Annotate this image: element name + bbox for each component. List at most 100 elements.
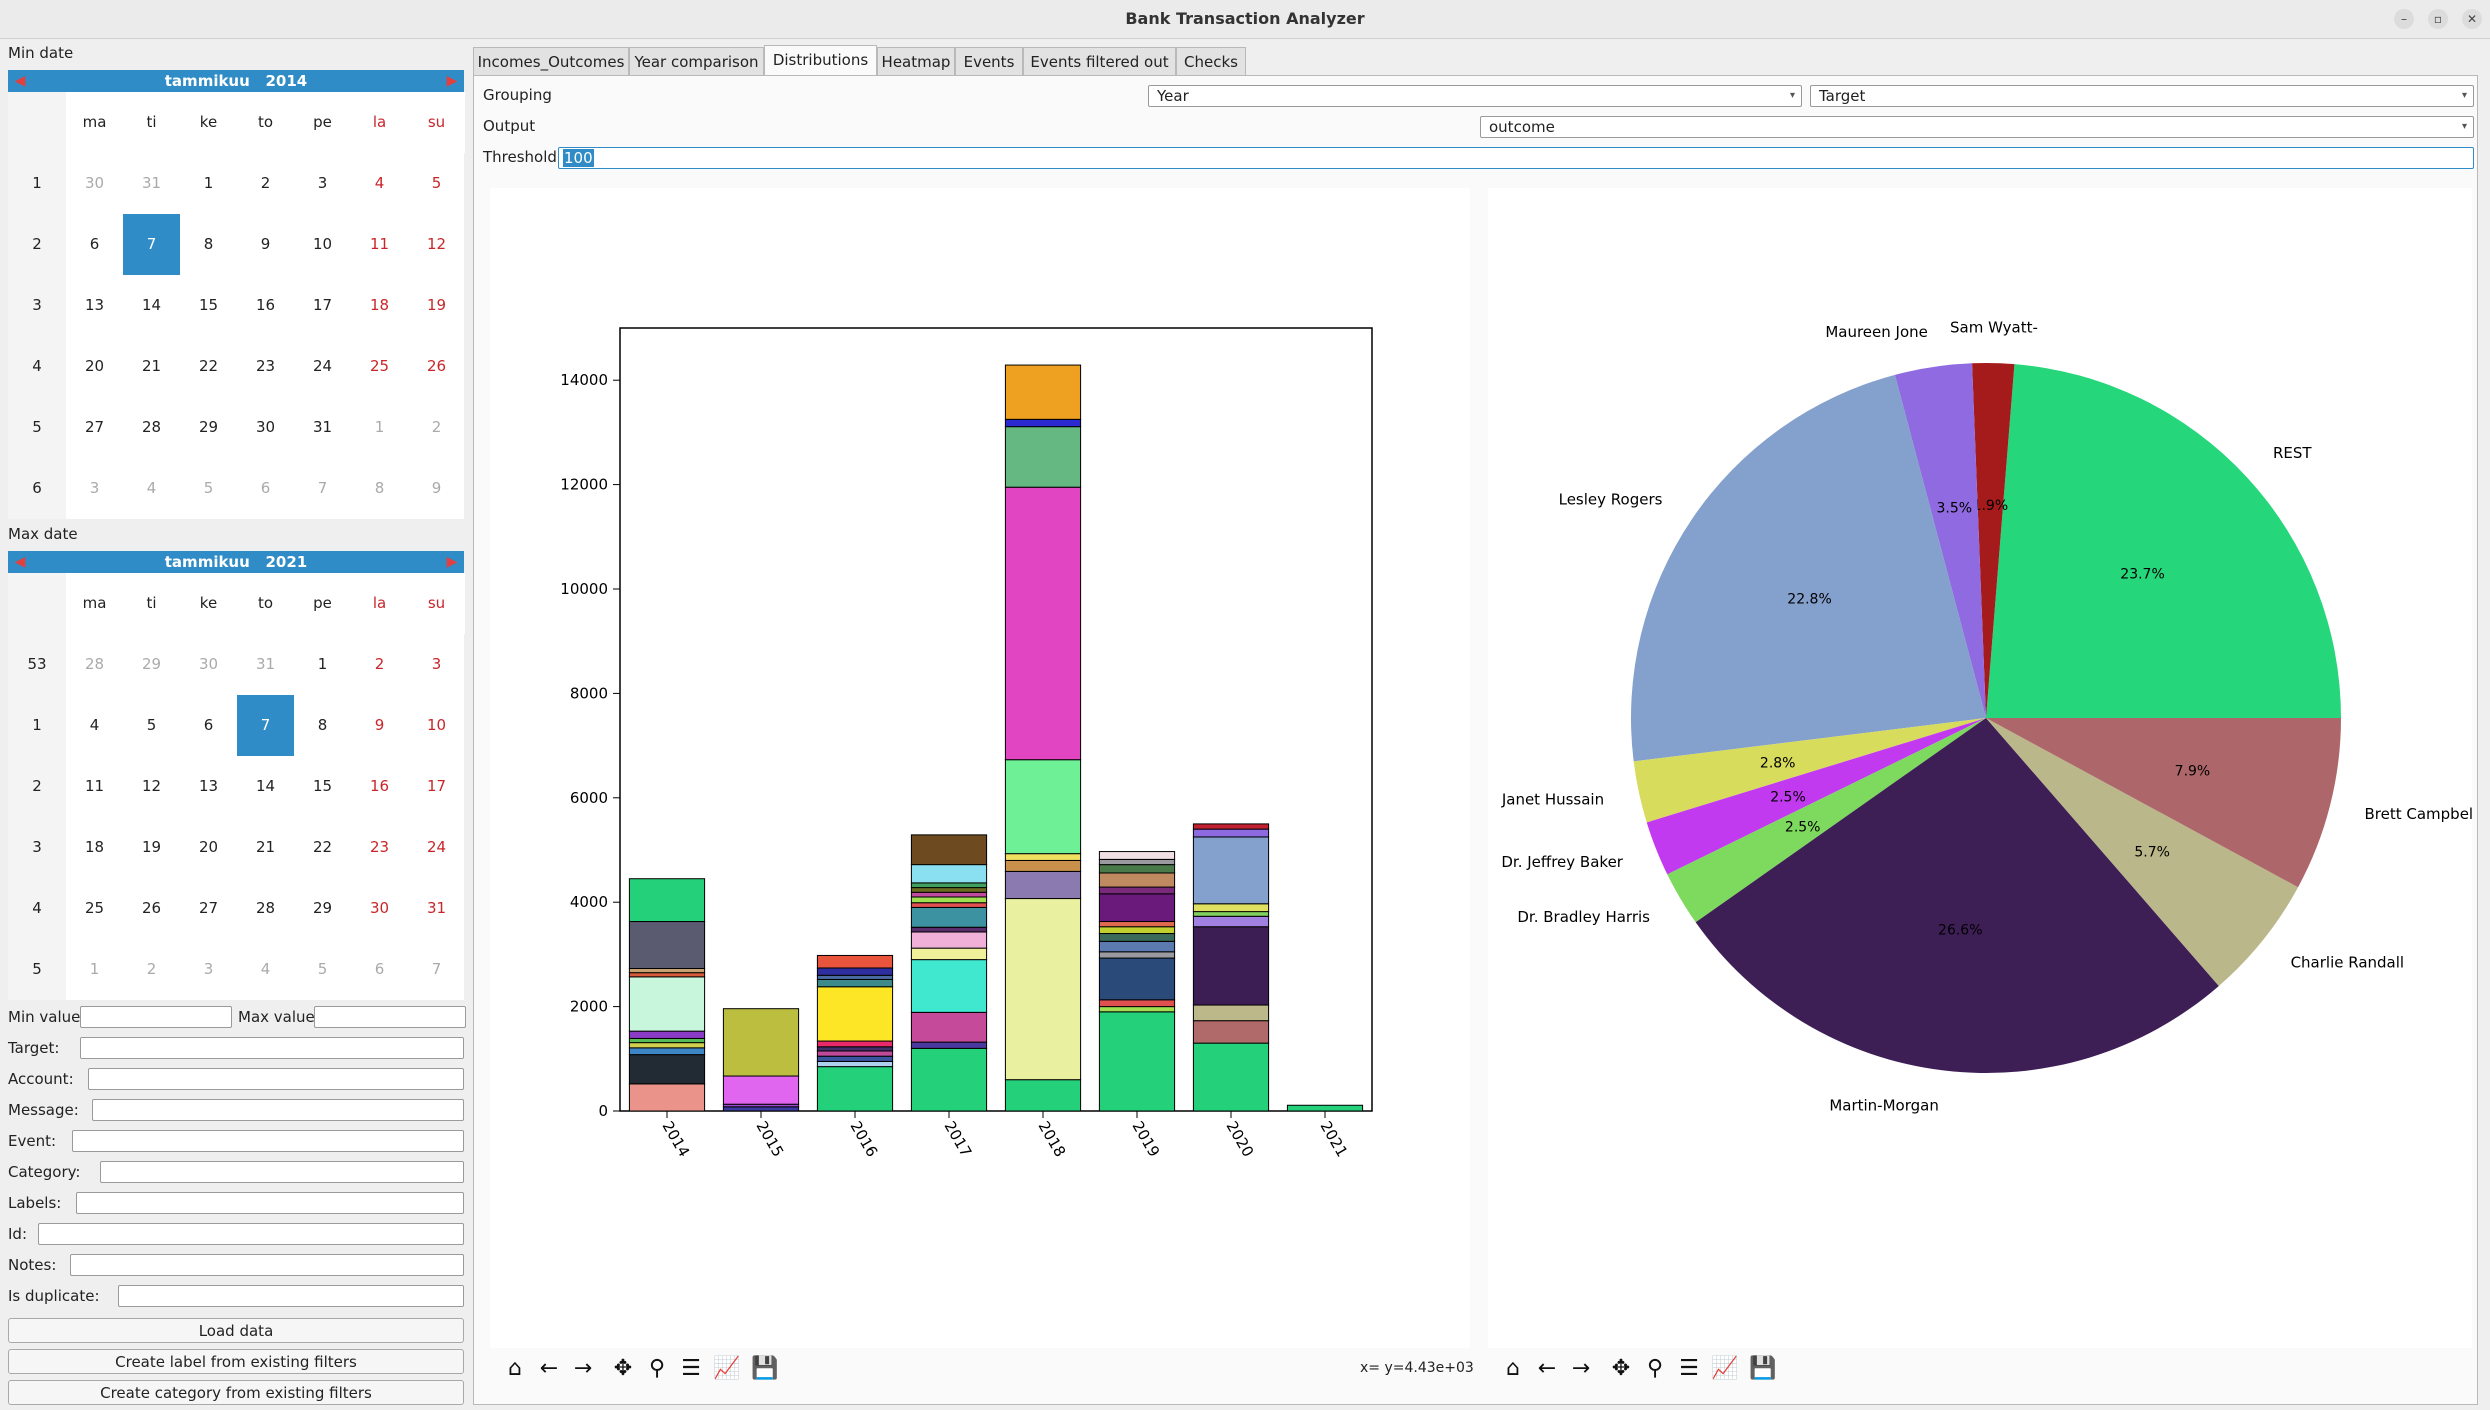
calendar-day[interactable]: 4 <box>146 479 157 497</box>
calendar-day[interactable]: 14 <box>255 777 276 795</box>
event-field[interactable] <box>72 1130 464 1152</box>
calendar-day[interactable]: 6 <box>203 716 214 734</box>
calendar-day[interactable]: 1 <box>317 655 328 673</box>
min-date-calendar[interactable]: ◀ tammikuu 2014 ▶ ma ti ke to pe la su 1 30 31 1 2 3 4 5 2… <box>8 70 465 519</box>
create-label-button[interactable]: Create label from existing filters <box>8 1349 464 1374</box>
calendar-day[interactable]: 5 <box>317 960 328 978</box>
calendar-day[interactable]: 20 <box>84 357 105 375</box>
tab-year-comparison[interactable]: Year comparison <box>629 47 764 75</box>
calendar-day[interactable]: 19 <box>141 838 162 856</box>
calendar-day[interactable]: 7 <box>237 695 294 756</box>
calendar-month-year[interactable]: tammikuu 2014 <box>8 70 464 92</box>
calendar-day[interactable]: 15 <box>198 296 219 314</box>
calendar-day[interactable]: 31 <box>312 418 333 436</box>
calendar-day[interactable]: 19 <box>426 296 447 314</box>
calendar-day[interactable]: 29 <box>141 655 162 673</box>
labels-field[interactable] <box>76 1192 464 1214</box>
calendar-day[interactable]: 24 <box>426 838 447 856</box>
create-category-button[interactable]: Create category from existing filters <box>8 1380 464 1405</box>
close-button[interactable]: ✕ <box>2462 9 2482 29</box>
calendar-day[interactable]: 28 <box>84 655 105 673</box>
calendar-day[interactable]: 7 <box>123 214 180 275</box>
calendar-day[interactable]: 2 <box>260 174 271 192</box>
calendar-day[interactable]: 6 <box>374 960 385 978</box>
calendar-day[interactable]: 30 <box>84 174 105 192</box>
calendar-day[interactable]: 30 <box>255 418 276 436</box>
minimize-button[interactable]: – <box>2394 9 2414 29</box>
calendar-day[interactable]: 3 <box>203 960 214 978</box>
calendar-day[interactable]: 12 <box>426 235 447 253</box>
calendar-day[interactable]: 5 <box>146 716 157 734</box>
configure-icon[interactable]: ☰ <box>681 1356 701 1381</box>
back-icon[interactable]: ← <box>539 1356 559 1381</box>
output-select[interactable]: outcome ▾ <box>1480 116 2474 138</box>
load-data-button[interactable]: Load data <box>8 1318 464 1343</box>
calendar-day[interactable]: 2 <box>146 960 157 978</box>
calendar-month-year[interactable]: tammikuu 2021 <box>8 551 464 573</box>
threshold-input[interactable]: 100 <box>558 147 2474 169</box>
calendar-day[interactable]: 1 <box>89 960 100 978</box>
calendar-day[interactable]: 21 <box>141 357 162 375</box>
calendar-day[interactable]: 2 <box>374 655 385 673</box>
calendar-day[interactable]: 5 <box>431 174 442 192</box>
zoom-icon[interactable]: ⚲ <box>1646 1356 1664 1381</box>
save-icon[interactable]: 💾 <box>751 1356 779 1381</box>
home-icon[interactable]: ⌂ <box>508 1356 522 1381</box>
prev-month-button[interactable]: ◀ <box>14 73 26 89</box>
calendar-month[interactable]: tammikuu <box>164 553 250 571</box>
calendar-day[interactable]: 22 <box>198 357 219 375</box>
calendar-day[interactable]: 18 <box>84 838 105 856</box>
message-field[interactable] <box>92 1099 464 1121</box>
maximize-button[interactable]: ▫ <box>2428 9 2448 29</box>
next-month-button[interactable]: ▶ <box>446 73 458 89</box>
calendar-day[interactable]: 27 <box>84 418 105 436</box>
pan-icon[interactable]: ✥ <box>613 1356 633 1381</box>
calendar-day[interactable]: 31 <box>426 899 447 917</box>
calendar-day[interactable]: 4 <box>89 716 100 734</box>
calendar-day[interactable]: 28 <box>255 899 276 917</box>
calendar-day[interactable]: 9 <box>374 716 385 734</box>
calendar-day[interactable]: 22 <box>312 838 333 856</box>
min-value-input[interactable] <box>80 1006 232 1028</box>
is-duplicate-field[interactable] <box>118 1285 464 1307</box>
calendar-day[interactable]: 11 <box>84 777 105 795</box>
calendar-day[interactable]: 4 <box>260 960 271 978</box>
calendar-day[interactable]: 18 <box>369 296 390 314</box>
calendar-day[interactable]: 1 <box>203 174 214 192</box>
calendar-day[interactable]: 10 <box>312 235 333 253</box>
calendar-day[interactable]: 4 <box>374 174 385 192</box>
target-select[interactable]: Target ▾ <box>1810 85 2474 107</box>
save-icon[interactable]: 💾 <box>1749 1356 1777 1381</box>
tab-distributions[interactable]: Distributions <box>764 45 877 75</box>
calendar-day[interactable]: 13 <box>198 777 219 795</box>
target-field[interactable] <box>80 1037 464 1059</box>
calendar-day[interactable]: 24 <box>312 357 333 375</box>
calendar-day[interactable]: 15 <box>312 777 333 795</box>
calendar-day[interactable]: 26 <box>426 357 447 375</box>
calendar-day[interactable]: 25 <box>369 357 390 375</box>
calendar-day[interactable]: 31 <box>255 655 276 673</box>
tab-heatmap[interactable]: Heatmap <box>877 47 955 75</box>
calendar-day[interactable]: 21 <box>255 838 276 856</box>
calendar-day[interactable]: 20 <box>198 838 219 856</box>
calendar-day[interactable]: 7 <box>431 960 442 978</box>
calendar-month[interactable]: tammikuu <box>164 72 250 90</box>
calendar-day[interactable]: 1 <box>374 418 385 436</box>
forward-icon[interactable]: → <box>573 1356 593 1381</box>
calendar-day[interactable]: 30 <box>369 899 390 917</box>
tab-incomes-outcomes[interactable]: Incomes_Outcomes <box>473 47 629 75</box>
calendar-day[interactable]: 12 <box>141 777 162 795</box>
calendar-day[interactable]: 5 <box>203 479 214 497</box>
calendar-day[interactable]: 14 <box>141 296 162 314</box>
next-month-button[interactable]: ▶ <box>446 554 458 570</box>
tab-events-filtered-out[interactable]: Events filtered out <box>1023 47 1176 75</box>
calendar-day[interactable]: 10 <box>426 716 447 734</box>
calendar-day[interactable]: 8 <box>317 716 328 734</box>
calendar-day[interactable]: 23 <box>369 838 390 856</box>
calendar-day[interactable]: 3 <box>431 655 442 673</box>
tab-checks[interactable]: Checks <box>1176 47 1246 75</box>
notes-field[interactable] <box>70 1254 464 1276</box>
calendar-day[interactable]: 16 <box>369 777 390 795</box>
calendar-day[interactable]: 13 <box>84 296 105 314</box>
calendar-day[interactable]: 17 <box>426 777 447 795</box>
